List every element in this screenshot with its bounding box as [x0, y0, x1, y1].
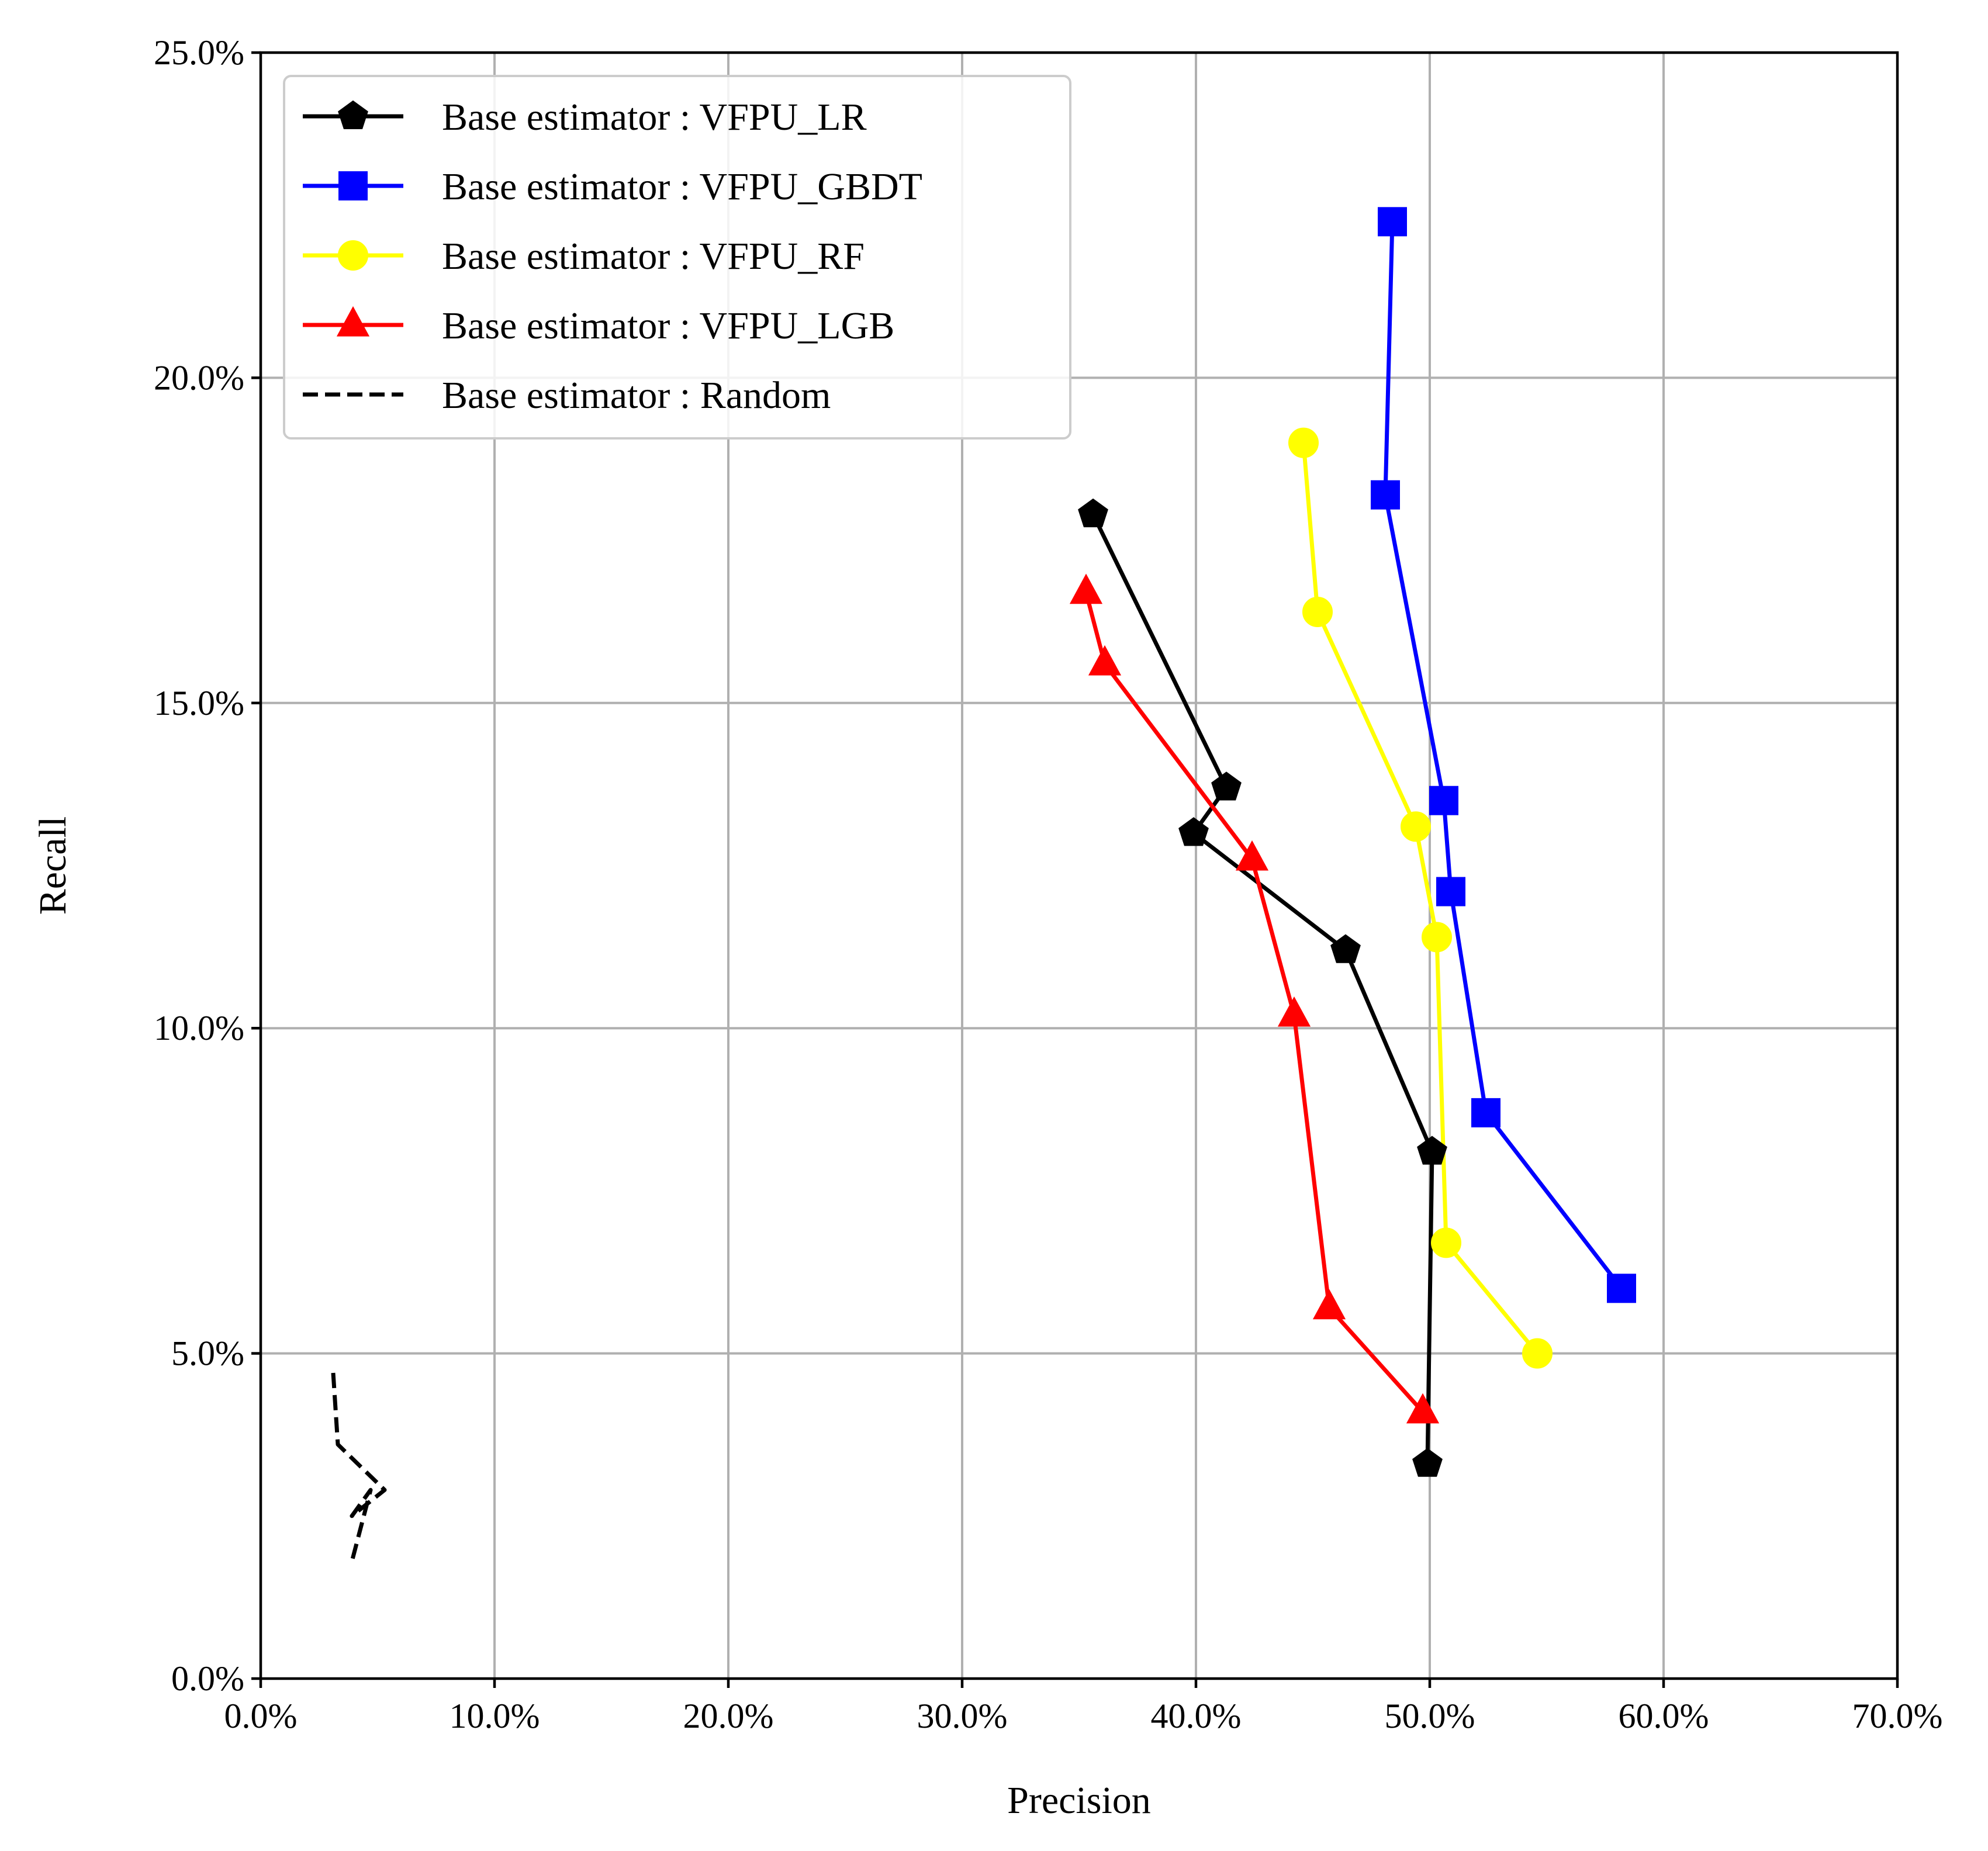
data-point-2-1 — [1302, 597, 1333, 628]
x-tick-label: 0.0% — [224, 1697, 298, 1735]
legend-label-3: Base estimator : VFPU_LGB — [442, 305, 894, 347]
data-point-0-1 — [1211, 771, 1242, 801]
axis-ticks — [251, 51, 1899, 1688]
legend-label-1: Base estimator : VFPU_GBDT — [442, 165, 922, 208]
series-line-3 — [1084, 591, 1425, 1414]
series-line-0 — [1091, 513, 1434, 1464]
y-tick-label: 25.0% — [154, 33, 244, 72]
data-point-1-4 — [1471, 1098, 1500, 1127]
data-point-1-0 — [1378, 207, 1407, 237]
plot-frame — [259, 51, 1899, 1680]
data-point-3-5 — [1406, 1393, 1440, 1424]
x-tick-label: 20.0% — [683, 1697, 774, 1735]
data-point-2-5 — [1522, 1338, 1553, 1369]
legend-marker-1 — [338, 171, 368, 200]
data-point-3-0 — [1069, 573, 1103, 604]
x-tick-label: 50.0% — [1385, 1697, 1475, 1735]
data-point-1-3 — [1436, 877, 1465, 907]
series-line-4 — [331, 1372, 387, 1562]
data-point-1-2 — [1429, 786, 1458, 815]
data-point-3-2 — [1235, 840, 1269, 871]
y-tick-label: 5.0% — [171, 1334, 244, 1373]
data-point-2-2 — [1401, 811, 1431, 842]
x-tick-label: 30.0% — [917, 1697, 1008, 1735]
data-point-2-4 — [1431, 1227, 1461, 1258]
data-point-0-3 — [1330, 934, 1361, 963]
legend-marker-3 — [336, 306, 370, 337]
x-tick-label: 70.0% — [1852, 1697, 1943, 1735]
data-point-2-0 — [1288, 427, 1319, 458]
data-point-3-4 — [1312, 1289, 1346, 1320]
y-tick-label: 20.0% — [154, 358, 244, 397]
data-point-0-5 — [1412, 1448, 1443, 1477]
legend-label-0: Base estimator : VFPU_LR — [442, 96, 867, 139]
y-tick-label: 15.0% — [154, 684, 244, 722]
series-lines — [331, 222, 1623, 1562]
y-tick-labels: 0.0% 5.0% 10.0% 15.0% 20.0% 25.0% — [154, 33, 244, 1698]
legend-marker-0 — [338, 100, 368, 130]
x-tick-labels: 0.0% 10.0% 20.0% 30.0% 40.0% 50.0% 60.0% 70.0% — [224, 1697, 1943, 1735]
x-axis-label: Precision — [1007, 1779, 1151, 1822]
data-point-3-1 — [1088, 645, 1122, 676]
legend-box — [283, 75, 1071, 440]
data-point-3-3 — [1277, 996, 1311, 1027]
data-point-1-1 — [1371, 480, 1400, 510]
x-tick-label: 40.0% — [1151, 1697, 1242, 1735]
y-axis-label: Recall — [32, 816, 74, 915]
data-point-1-5 — [1607, 1274, 1636, 1303]
x-tick-label: 60.0% — [1619, 1697, 1709, 1735]
legend: Base estimator : VFPU_LR Base estimator :… — [283, 75, 1071, 440]
legend-label-4: Base estimator : Random — [442, 374, 831, 417]
series-markers — [1069, 207, 1636, 1477]
data-point-0-2 — [1178, 817, 1209, 846]
legend-label-2: Base estimator : VFPU_RF — [442, 235, 865, 278]
y-tick-label: 0.0% — [171, 1659, 244, 1698]
data-point-0-0 — [1078, 498, 1108, 528]
series-line-1 — [1383, 222, 1623, 1290]
legend-marker-2 — [338, 240, 368, 271]
data-point-2-3 — [1422, 922, 1452, 953]
x-tick-label: 10.0% — [450, 1697, 540, 1735]
data-point-0-4 — [1417, 1136, 1447, 1165]
y-tick-label: 10.0% — [154, 1009, 244, 1047]
series-line-2 — [1301, 442, 1539, 1355]
